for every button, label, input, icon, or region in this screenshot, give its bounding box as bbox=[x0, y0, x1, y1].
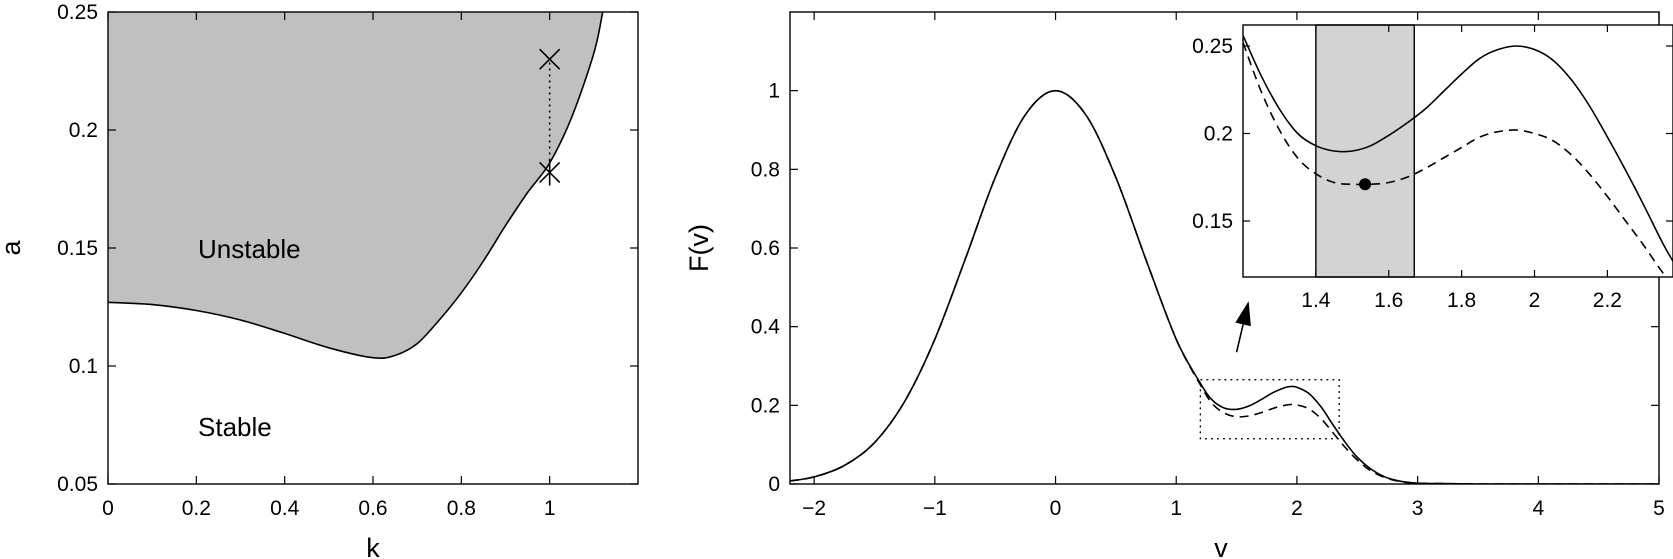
right-y-tick-label: 0.6 bbox=[751, 237, 780, 260]
right-x-tick-label: 0 bbox=[1050, 497, 1062, 520]
inset-x-tick-label: 1.4 bbox=[1301, 289, 1331, 312]
inset-y-ticks: 0.15 0.2 0.25 bbox=[1192, 35, 1673, 233]
inset-x-tick-label: 2 bbox=[1529, 289, 1541, 312]
unstable-label: Unstable bbox=[198, 234, 301, 264]
left-y-axis-label: a bbox=[0, 240, 26, 256]
star-marker bbox=[539, 159, 561, 186]
left-x-ticks: 0 0.2 0.4 0.6 0.8 1 bbox=[102, 12, 556, 520]
zoom-arrow bbox=[1235, 324, 1244, 353]
inset-x-ticks: 1.4 1.6 1.8 2 2.2 bbox=[1301, 25, 1622, 312]
left-y-tick-label: 0.25 bbox=[57, 1, 98, 24]
right-x-tick-label: −1 bbox=[923, 497, 947, 520]
left-y-tick-label: 0.2 bbox=[69, 119, 98, 142]
inset-x-tick-label: 1.6 bbox=[1374, 289, 1403, 312]
inset-y-tick-label: 0.15 bbox=[1192, 210, 1233, 233]
left-x-tick-label: 0.2 bbox=[182, 497, 211, 520]
right-x-tick-label: 1 bbox=[1170, 497, 1182, 520]
left-y-ticks: 0.05 0.1 0.15 0.2 0.25 bbox=[57, 1, 638, 496]
right-x-axis-label: v bbox=[1214, 533, 1228, 559]
right-x-tick-label: −2 bbox=[802, 497, 826, 520]
left-y-tick-label: 0.15 bbox=[57, 237, 98, 260]
right-y-tick-label: 1 bbox=[768, 80, 780, 103]
right-y-axis-label: F(v) bbox=[684, 224, 714, 272]
inset-minimum-marker bbox=[1359, 178, 1372, 191]
zoom-box bbox=[1199, 379, 1340, 440]
right-x-tick-label: 5 bbox=[1653, 497, 1665, 520]
inset-zoom-chart: 1.4 1.6 1.8 2 2.2 0.15 0.2 0.25 bbox=[1192, 24, 1673, 312]
inset-solid-series-line bbox=[1243, 35, 1673, 262]
inset-y-tick-label: 0.25 bbox=[1192, 35, 1233, 58]
right-y-tick-label: 0.8 bbox=[751, 158, 780, 181]
right-x-tick-label: 2 bbox=[1291, 497, 1303, 520]
stability-boundary-line bbox=[108, 12, 604, 360]
stable-label: Stable bbox=[198, 412, 272, 442]
right-x-ticks: −2 −1 0 1 2 3 4 5 bbox=[802, 12, 1665, 520]
inset-x-tick-label: 1.8 bbox=[1447, 289, 1476, 312]
left-x-tick-label: 0.8 bbox=[447, 497, 476, 520]
left-x-tick-label: 1 bbox=[544, 497, 556, 520]
right-distribution-chart: −2 −1 0 1 2 3 4 5 0 0.2 0.4 0.6 0.8 1 v F(v) bbox=[684, 11, 1665, 559]
inset-y-tick-label: 0.2 bbox=[1204, 123, 1233, 146]
left-stability-chart: 0 0.2 0.4 0.6 0.8 1 0.05 0.1 0.15 0.2 0.25 Unstab… bbox=[0, 1, 639, 559]
solid-series-line bbox=[790, 89, 1659, 484]
right-x-tick-label: 3 bbox=[1412, 497, 1424, 520]
left-y-tick-label: 0.05 bbox=[57, 473, 98, 496]
left-x-axis-label: k bbox=[366, 533, 380, 559]
zoom-arrow-head bbox=[1235, 301, 1251, 327]
inset-axes-frame bbox=[1242, 24, 1673, 278]
x-marker bbox=[539, 48, 561, 70]
unstable-region bbox=[108, 12, 603, 359]
right-y-tick-label: 0.4 bbox=[751, 316, 781, 339]
right-y-tick-label: 0 bbox=[768, 473, 780, 496]
inset-dashed-series-line bbox=[1243, 42, 1668, 277]
inset-x-tick-label: 2.2 bbox=[1593, 289, 1622, 312]
right-y-tick-label: 0.2 bbox=[751, 394, 780, 417]
right-y-ticks: 0 0.2 0.4 0.6 0.8 1 bbox=[751, 80, 1659, 496]
left-x-tick-label: 0.6 bbox=[358, 497, 387, 520]
left-x-tick-label: 0 bbox=[102, 497, 114, 520]
left-y-tick-label: 0.1 bbox=[69, 355, 98, 378]
left-x-tick-label: 0.4 bbox=[270, 497, 300, 520]
right-x-tick-label: 4 bbox=[1532, 497, 1544, 520]
